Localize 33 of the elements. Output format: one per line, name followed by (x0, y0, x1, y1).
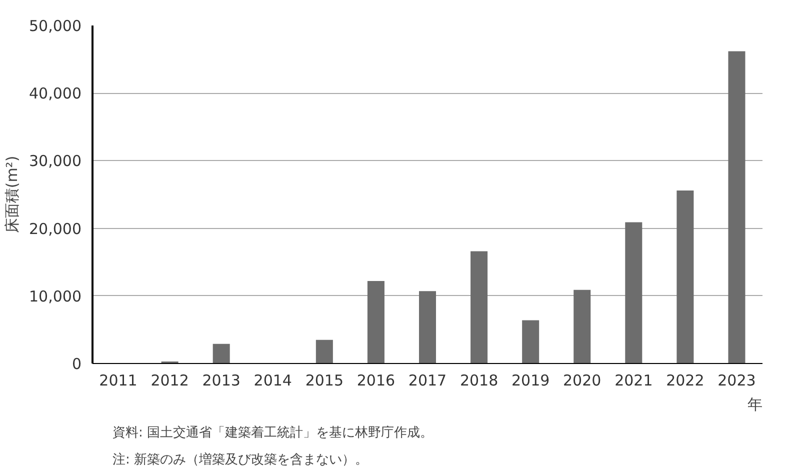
bar (625, 222, 642, 364)
x-tick-label: 2020 (563, 372, 602, 390)
y-tick-label: 0 (72, 355, 82, 373)
bar (676, 190, 694, 364)
bar (316, 340, 333, 364)
x-tick-label: 2014 (254, 372, 292, 390)
x-tick-label: 2017 (408, 372, 447, 390)
y-tick-label: 30,000 (29, 152, 82, 170)
bar (574, 290, 591, 364)
bar (470, 251, 488, 364)
y-tick-label: 10,000 (29, 287, 82, 306)
bar (367, 281, 384, 364)
x-tick-label: 2016 (356, 372, 396, 390)
bar (418, 291, 436, 364)
x-tick-label: 2023 (718, 372, 756, 390)
text: 注: 新築のみ（増築及び改築を含まない）。 (112, 452, 368, 468)
x-axis-title: 年 (748, 396, 762, 414)
bar (522, 320, 540, 364)
x-tick-label: 2015 (305, 372, 344, 390)
y-axis-title: 床面積(m²) (3, 156, 22, 234)
bar (212, 344, 230, 364)
x-tick-label: 2012 (150, 372, 189, 390)
y-tick-label: 50,000 (29, 17, 82, 35)
x-tick-label: 2013 (202, 372, 240, 390)
x-tick-label: 2019 (511, 372, 550, 390)
text: 資料: 国土交通省「建築着工統計」を基に林野庁作成。 (112, 424, 434, 440)
y-tick-label: 20,000 (29, 220, 82, 238)
x-tick-label: 2011 (99, 372, 138, 390)
y-tick-label: 40,000 (29, 84, 82, 103)
x-tick-label: 2018 (460, 372, 498, 390)
bar (728, 51, 746, 364)
x-tick-label: 2022 (666, 372, 704, 390)
x-tick-label: 2021 (614, 372, 653, 390)
